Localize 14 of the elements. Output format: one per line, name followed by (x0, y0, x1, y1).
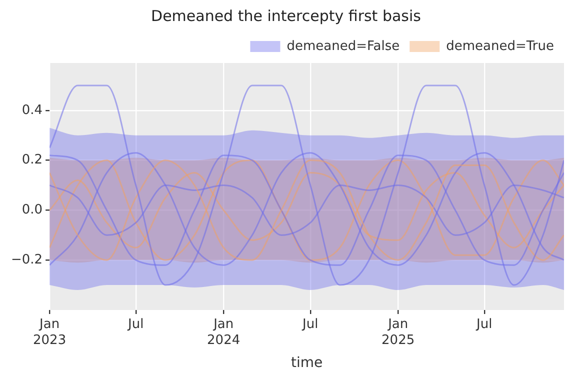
x-axis-title: time (290, 355, 323, 372)
y-tick-label: 0.2 (22, 152, 43, 168)
y-tick-label: −0.2 (10, 252, 43, 268)
y-tick-label: 0.0 (22, 202, 43, 218)
x-tick-label: Jul (476, 317, 492, 332)
x-tick-label: Jan 2025 (382, 317, 415, 348)
x-tick-label: Jan 2024 (207, 317, 240, 348)
x-tick-label: Jul (127, 317, 144, 332)
x-tick-label: Jul (302, 317, 318, 332)
chart-title: Demeaned the intercepty first basis (151, 6, 422, 25)
legend-label: demeaned=True (446, 38, 554, 54)
legend-label: demeaned=False (286, 38, 400, 54)
x-tick-label: Jan 2023 (33, 317, 66, 348)
y-tick-label: 0.4 (22, 102, 43, 118)
